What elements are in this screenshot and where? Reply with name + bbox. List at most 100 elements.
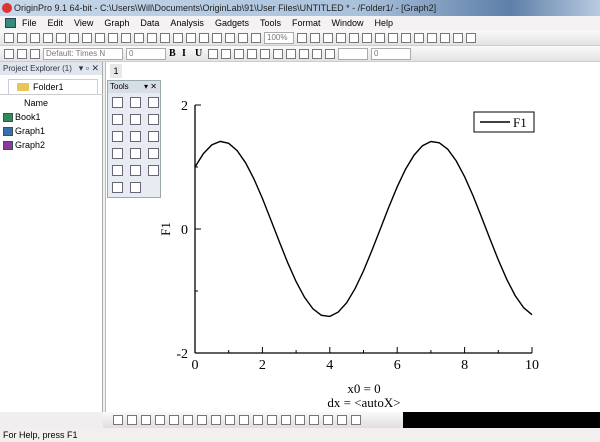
line-style-combo[interactable]: [338, 47, 368, 60]
toolbar-button-icon[interactable]: [310, 32, 320, 43]
edit-button-icon[interactable]: [4, 48, 14, 59]
name-column-header[interactable]: Name: [24, 98, 49, 108]
toolbar-button-icon[interactable]: [414, 32, 424, 43]
project-item[interactable]: Graph1: [3, 126, 45, 136]
toolbar-button-icon[interactable]: [134, 32, 144, 43]
plot-button-icon[interactable]: [323, 415, 333, 425]
toolbar-button-icon[interactable]: [225, 32, 235, 43]
toolbar-button-icon[interactable]: [43, 32, 53, 43]
tool-icon[interactable]: [130, 97, 141, 108]
bold-button[interactable]: B: [169, 48, 176, 59]
plot-button-icon[interactable]: [281, 415, 291, 425]
font-size-combo[interactable]: 0: [126, 47, 166, 60]
plot-button-icon[interactable]: [309, 415, 319, 425]
toolbar-button-icon[interactable]: [95, 32, 105, 43]
menu-file[interactable]: File: [22, 18, 37, 28]
toolbar-button-icon[interactable]: [147, 32, 157, 43]
plot-button-icon[interactable]: [141, 415, 151, 425]
toolbar-button-icon[interactable]: [173, 32, 183, 43]
edit-button-icon[interactable]: [17, 48, 27, 59]
menu-view[interactable]: View: [74, 18, 94, 28]
tool-icon[interactable]: [112, 97, 123, 108]
toolbar-button-icon[interactable]: [362, 32, 372, 43]
tool-icon[interactable]: [130, 182, 141, 193]
tool-icon[interactable]: [148, 148, 159, 159]
plot-button-icon[interactable]: [183, 415, 193, 425]
line-width-combo[interactable]: 0: [371, 47, 411, 60]
plot-button-icon[interactable]: [295, 415, 305, 425]
plot-button-icon[interactable]: [211, 415, 221, 425]
toolbar-button-icon[interactable]: [69, 32, 79, 43]
plot-button-icon[interactable]: [155, 415, 165, 425]
toolbar-button-icon[interactable]: [453, 32, 463, 43]
tool-icon[interactable]: [148, 114, 159, 125]
format-button-icon[interactable]: [247, 48, 257, 59]
toolbar-button-icon[interactable]: [440, 32, 450, 43]
toolbar-button-icon[interactable]: [251, 32, 261, 43]
toolbar-button-icon[interactable]: [56, 32, 66, 43]
tool-icon[interactable]: [148, 97, 159, 108]
plot-button-icon[interactable]: [225, 415, 235, 425]
plot-button-icon[interactable]: [197, 415, 207, 425]
menu-graph[interactable]: Graph: [104, 18, 130, 28]
toolbar-button-icon[interactable]: [297, 32, 307, 43]
italic-button[interactable]: I: [182, 48, 186, 59]
toolbar-button-icon[interactable]: [17, 32, 27, 43]
format-button-icon[interactable]: [234, 48, 244, 59]
tools-close-icon[interactable]: ▾ ✕: [144, 82, 157, 91]
menu-data[interactable]: Data: [140, 18, 160, 28]
plot-button-icon[interactable]: [267, 415, 277, 425]
toolbar-button-icon[interactable]: [212, 32, 222, 43]
project-item[interactable]: Graph2: [3, 140, 45, 150]
plot-button-icon[interactable]: [113, 415, 123, 425]
plot-button-icon[interactable]: [253, 415, 263, 425]
toolbar-button-icon[interactable]: [108, 32, 118, 43]
format-button-icon[interactable]: [325, 48, 335, 59]
format-button-icon[interactable]: [260, 48, 270, 59]
tool-icon[interactable]: [112, 148, 123, 159]
tool-icon[interactable]: [130, 114, 141, 125]
format-button-icon[interactable]: [312, 48, 322, 59]
folder-selector[interactable]: Folder1: [8, 79, 98, 95]
plot-button-icon[interactable]: [239, 415, 249, 425]
project-item[interactable]: Book1: [3, 112, 41, 122]
underline-button[interactable]: U: [195, 48, 203, 59]
menu-window[interactable]: Window: [331, 18, 364, 28]
tool-icon[interactable]: [112, 165, 123, 176]
toolbar-button-icon[interactable]: [82, 32, 92, 43]
toolbar-button-icon[interactable]: [336, 32, 346, 43]
tool-icon[interactable]: [148, 131, 159, 142]
tool-icon[interactable]: [130, 165, 141, 176]
toolbar-button-icon[interactable]: [186, 32, 196, 43]
toolbar-button-icon[interactable]: [427, 32, 437, 43]
format-button-icon[interactable]: [221, 48, 231, 59]
plot-button-icon[interactable]: [351, 415, 361, 425]
toolbar-button-icon[interactable]: [121, 32, 131, 43]
toolbar-button-icon[interactable]: [401, 32, 411, 43]
toolbar-button-icon[interactable]: [199, 32, 209, 43]
tool-icon[interactable]: [112, 131, 123, 142]
menu-help[interactable]: Help: [374, 18, 394, 28]
menu-analysis[interactable]: Analysis: [170, 18, 204, 28]
zoom-combo[interactable]: 100%: [264, 31, 294, 44]
toolbar-button-icon[interactable]: [238, 32, 248, 43]
format-button-icon[interactable]: [286, 48, 296, 59]
panel-controls[interactable]: ▾ ▫ ✕: [78, 63, 99, 73]
format-button-icon[interactable]: [299, 48, 309, 59]
menu-edit[interactable]: Edit: [47, 18, 64, 28]
toolbar-button-icon[interactable]: [388, 32, 398, 43]
format-button-icon[interactable]: [208, 48, 218, 59]
font-combo[interactable]: Default: Times N: [43, 47, 123, 60]
format-button-icon[interactable]: [273, 48, 283, 59]
menu-gadgets[interactable]: Gadgets: [214, 18, 249, 28]
tool-icon[interactable]: [112, 182, 123, 193]
plot-button-icon[interactable]: [169, 415, 179, 425]
toolbar-button-icon[interactable]: [30, 32, 40, 43]
tool-icon[interactable]: [130, 131, 141, 142]
tool-icon[interactable]: [148, 165, 159, 176]
menu-tools[interactable]: Tools: [259, 18, 281, 28]
toolbar-button-icon[interactable]: [323, 32, 333, 43]
layer-tab[interactable]: 1: [110, 64, 122, 78]
toolbar-button-icon[interactable]: [349, 32, 359, 43]
menu-format[interactable]: Format: [291, 18, 321, 28]
